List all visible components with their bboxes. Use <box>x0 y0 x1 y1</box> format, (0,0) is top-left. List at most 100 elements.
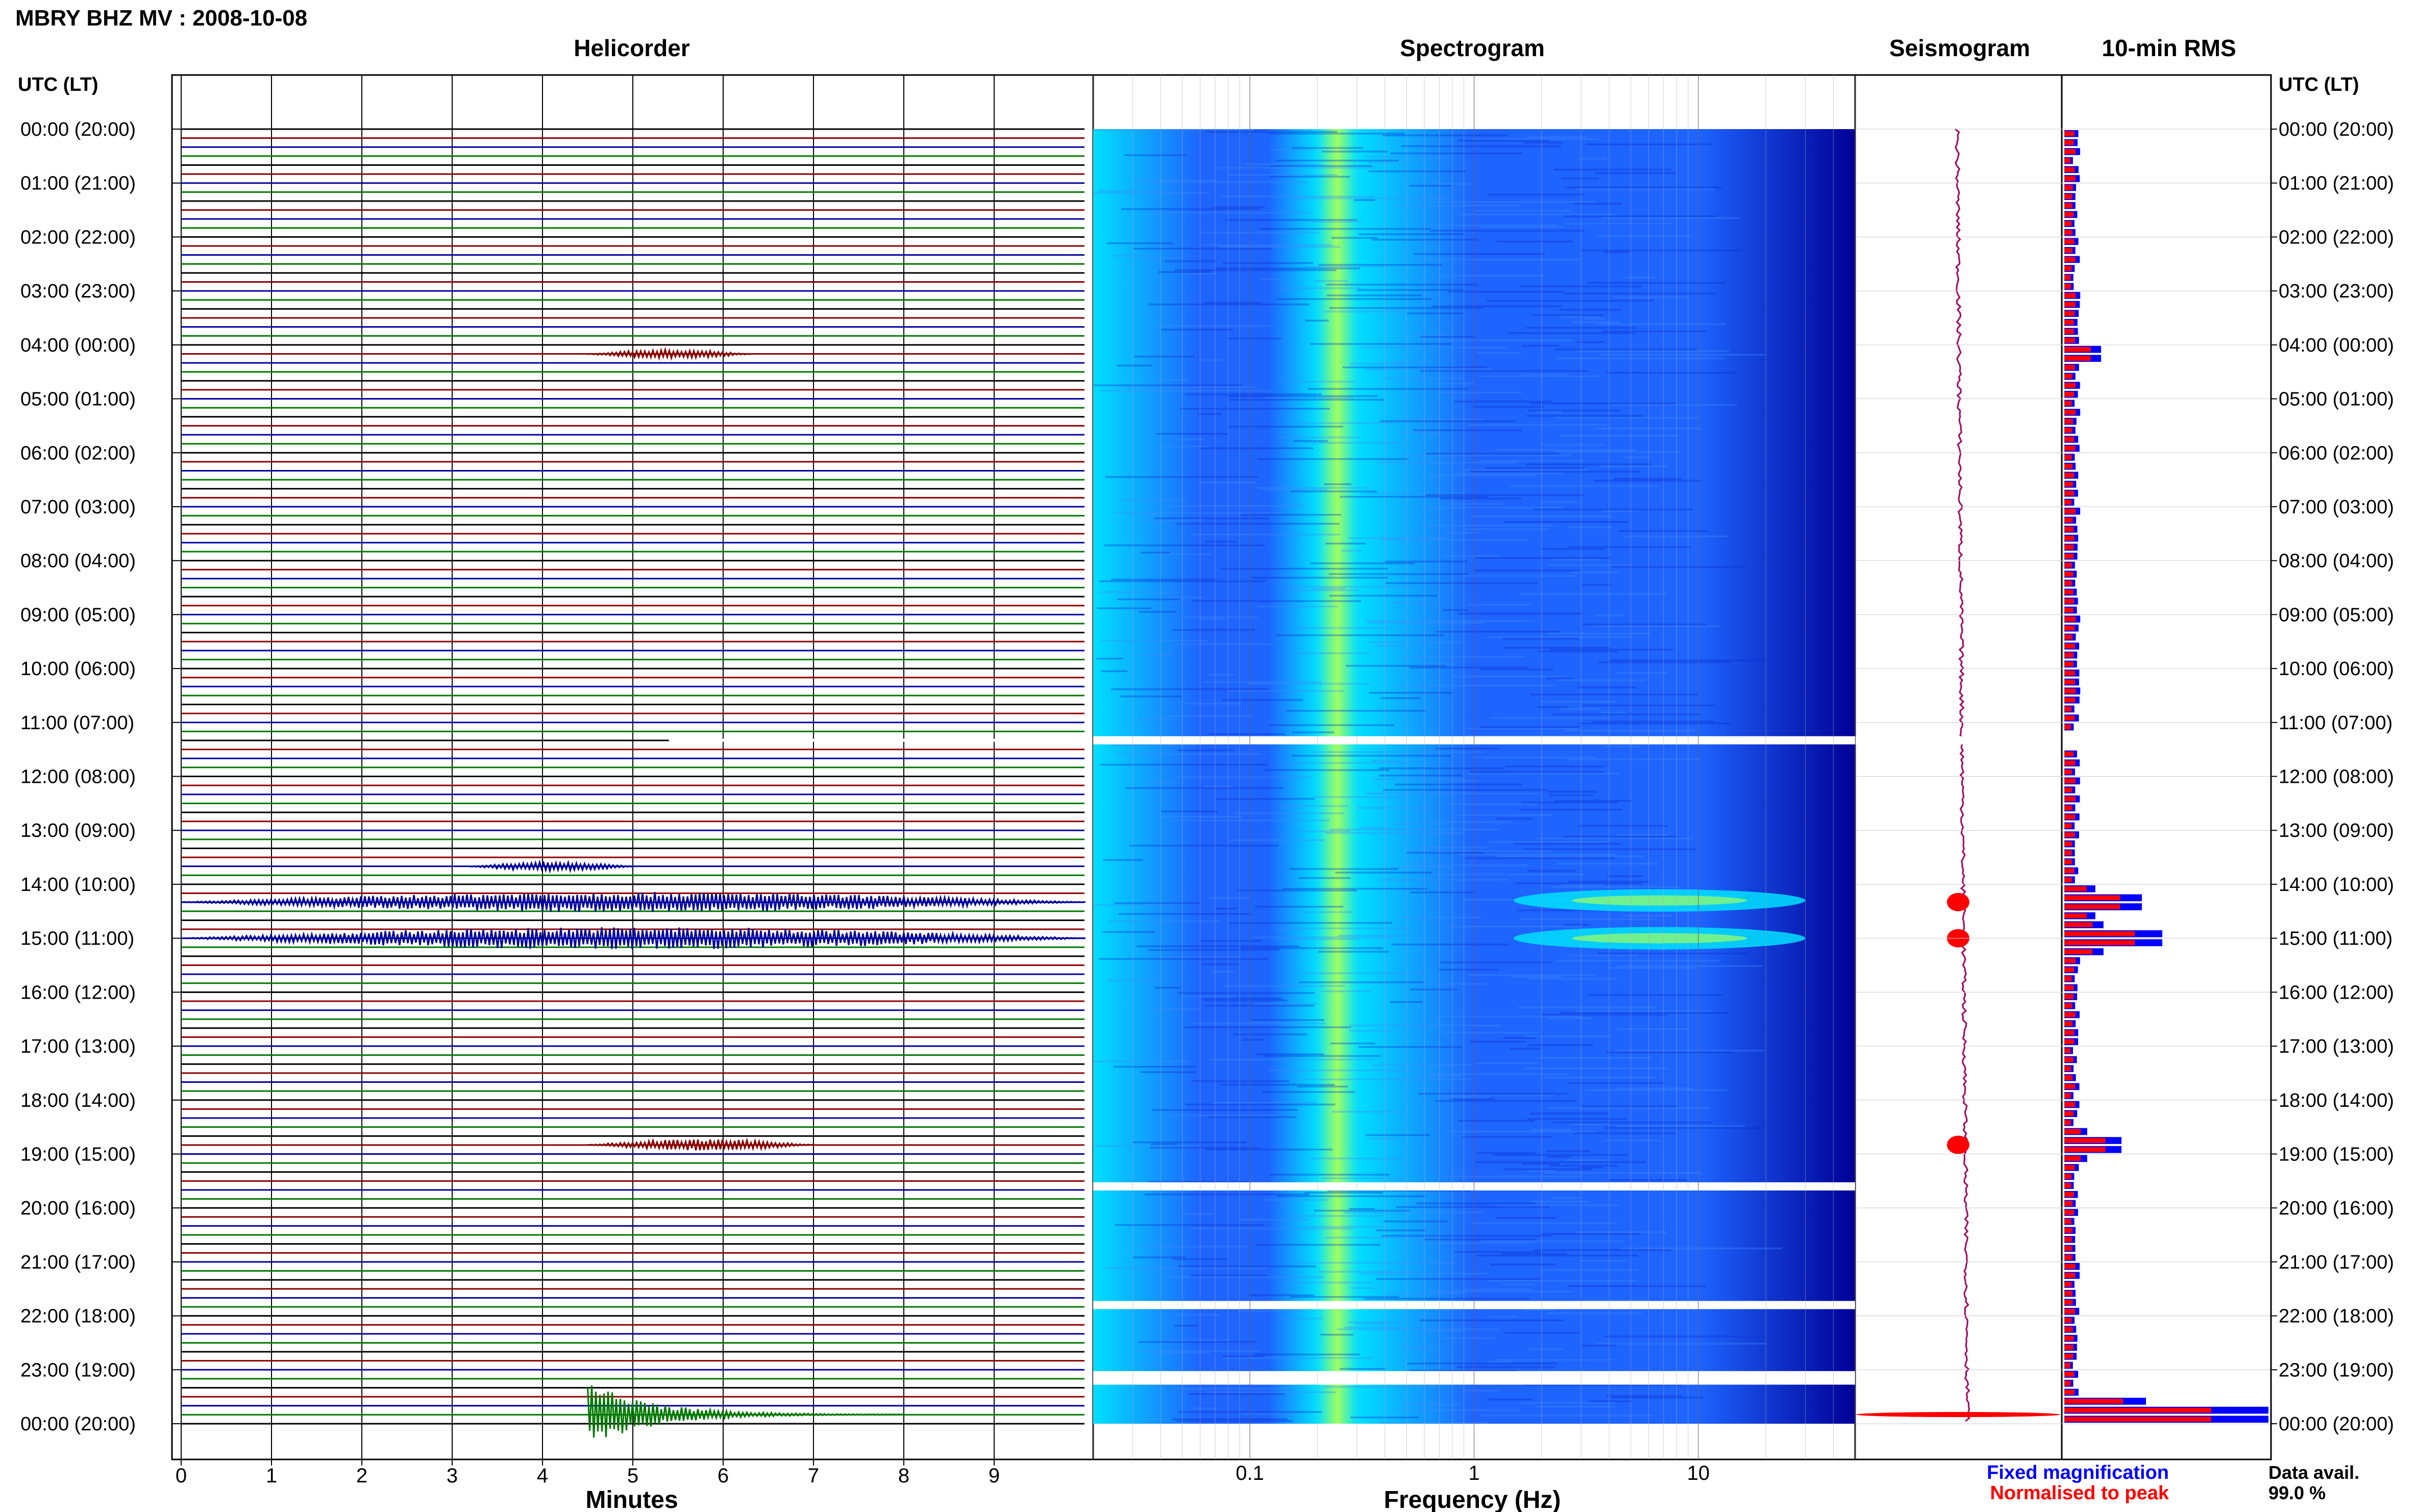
spectrogram-texture <box>1458 612 1582 615</box>
rms-bar-normalised <box>2064 994 2074 999</box>
spectrogram-texture <box>1220 567 1388 570</box>
rms-bar-normalised <box>2064 1390 2075 1395</box>
spectrogram-tick-label: 10 <box>1687 1462 1710 1484</box>
spectrogram-texture <box>1577 158 1607 160</box>
rms-bar-normalised <box>2064 724 2071 730</box>
spectrogram-texture <box>1289 868 1398 870</box>
rms-bar-normalised <box>2064 1030 2075 1035</box>
spectrogram-texture <box>1114 902 1201 904</box>
spectrogram-texture <box>1345 665 1447 667</box>
spectrogram-texture <box>1368 622 1485 624</box>
spectrogram-texture <box>1378 461 1518 464</box>
spectrogram-texture <box>1503 1168 1593 1171</box>
spectrogram-texture <box>1562 884 1604 886</box>
spectrogram-texture <box>1557 959 1719 962</box>
spectrogram-texture <box>1521 1163 1560 1165</box>
spectrogram-texture <box>1565 1159 1608 1161</box>
spectrogram-texture <box>1384 1220 1448 1223</box>
spectrogram-texture <box>1263 397 1354 399</box>
rms-bar-normalised <box>2064 661 2074 667</box>
spectrogram-texture <box>1526 327 1637 329</box>
spectrogram-texture <box>1578 825 1668 827</box>
right-time-label: 05:00 (01:00) <box>2279 389 2394 410</box>
spectrogram-texture <box>1604 1335 1759 1337</box>
spectrogram-texture <box>1416 258 1582 261</box>
spectrogram-texture <box>1391 361 1434 363</box>
spectrogram-texture <box>1579 722 1731 725</box>
spectrogram-texture <box>1472 756 1595 759</box>
helicorder-tick-label: 8 <box>898 1465 909 1487</box>
seismogram-title: Seismogram <box>1889 35 2030 61</box>
right-time-label: 20:00 (16:00) <box>2279 1198 2394 1219</box>
spectrogram-texture <box>1226 395 1378 397</box>
spectrogram-texture <box>1304 265 1389 268</box>
spectrogram-texture <box>1593 625 1720 628</box>
spectrogram-texture <box>1544 1172 1702 1174</box>
spectrogram-texture <box>1335 872 1432 874</box>
spectrogram-texture <box>1233 1033 1307 1035</box>
right-time-label: 16:00 (12:00) <box>2279 982 2394 1003</box>
spectrogram-texture <box>1480 375 1600 378</box>
spectrogram-texture <box>1523 1308 1556 1310</box>
spectrogram-texture <box>1281 762 1412 764</box>
rms-bar-normalised <box>2064 428 2072 433</box>
spectrogram-texture <box>1495 1204 1619 1206</box>
spectrogram-texture <box>1578 1167 1603 1169</box>
rms-bar-normalised <box>2064 1012 2076 1018</box>
spectrogram-texture <box>1172 629 1255 631</box>
spectrogram-texture <box>1536 1405 1616 1408</box>
spectrogram-texture <box>1440 1095 1554 1097</box>
spectrogram-texture <box>1201 244 1332 246</box>
spectrogram-texture <box>1115 1224 1264 1226</box>
spectrogram-texture <box>1188 1393 1285 1395</box>
rms-bar-normalised <box>2064 1192 2075 1197</box>
spectrogram-texture <box>1161 329 1233 331</box>
spectrogram-texture <box>1430 230 1585 232</box>
spectrogram-texture <box>1394 204 1519 207</box>
spectrogram-texture <box>1202 785 1232 787</box>
spectrogram-texture <box>1220 1084 1335 1086</box>
spectrogram-texture <box>1251 577 1389 579</box>
spectrogram-texture <box>1383 789 1548 791</box>
spectrogram-texture <box>1479 226 1565 228</box>
spectrogram-texture <box>1299 981 1424 983</box>
spectrogram-texture <box>1462 575 1576 577</box>
spectrogram-texture <box>1608 1179 1687 1181</box>
rms-bar-normalised <box>2064 1138 2106 1143</box>
left-time-label: 00:00 (20:00) <box>20 119 136 140</box>
spectrogram-texture <box>1340 495 1488 498</box>
rms-bar-normalised <box>2064 850 2072 856</box>
spectrogram-texture <box>1146 782 1174 784</box>
spectrogram-texture <box>1605 251 1629 254</box>
spectrogram-texture <box>1496 1359 1613 1361</box>
spectrogram-texture <box>1558 679 1646 681</box>
right-time-label: 10:00 (06:00) <box>2279 658 2394 680</box>
spectrogram-texture <box>1567 1285 1706 1287</box>
seismogram-trace-normalised <box>1955 129 1970 1422</box>
spectrogram-texture <box>1254 1003 1317 1005</box>
spectrogram-texture <box>1314 1209 1410 1212</box>
spectrogram-texture <box>1528 136 1587 138</box>
rms-bar-normalised <box>2064 1165 2075 1170</box>
spectrogram-texture <box>1617 1028 1689 1030</box>
rms-bar-normalised <box>2064 329 2075 334</box>
spectrogram-texture <box>1515 882 1642 884</box>
spectrogram-texture <box>1473 406 1543 408</box>
spectrogram-texture <box>1324 310 1406 313</box>
spectrogram-texture <box>1564 215 1717 217</box>
rms-bar-normalised <box>2064 319 2074 325</box>
spectrogram-texture <box>1546 1150 1591 1152</box>
spectrogram-texture <box>1321 151 1388 153</box>
spectrogram-texture <box>1274 927 1411 929</box>
spectrogram-texture <box>1251 936 1394 938</box>
spectrogram-texture <box>1392 1409 1520 1411</box>
right-time-label: 22:00 (18:00) <box>2279 1306 2394 1327</box>
spectrogram-texture <box>1510 1048 1540 1050</box>
left-time-label: 03:00 (23:00) <box>20 281 136 302</box>
spectrogram-texture <box>1545 1155 1571 1158</box>
spectrogram-texture <box>1216 907 1237 910</box>
spectrogram-texture <box>1223 262 1314 264</box>
spectrogram-texture <box>1602 217 1740 219</box>
spectrogram-texture <box>1099 591 1181 593</box>
spectrogram-texture <box>1477 352 1521 354</box>
